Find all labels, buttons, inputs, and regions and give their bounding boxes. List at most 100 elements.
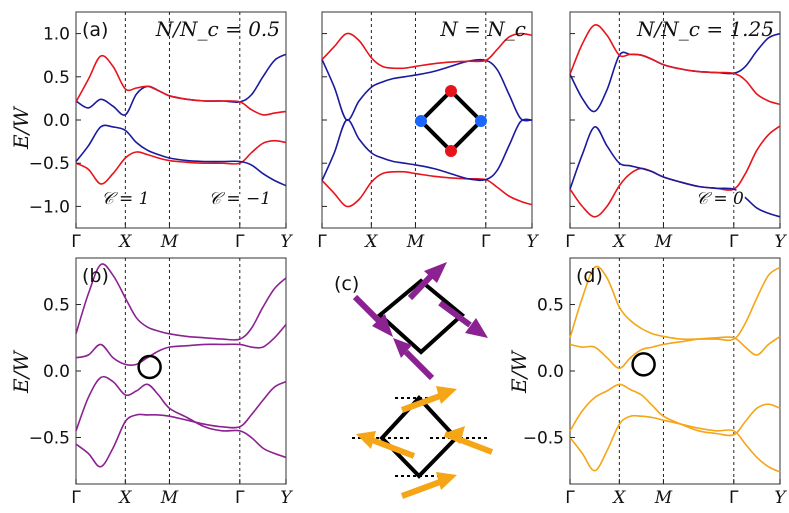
- series-band1: [569, 414, 781, 473]
- lattice-site-blue: [475, 115, 487, 127]
- x-tick-label: M: [160, 232, 179, 252]
- crossing-highlight-circle: [137, 354, 162, 380]
- x-tick-label: M: [406, 232, 425, 252]
- arrow-head: [372, 314, 393, 337]
- lattice-square: [418, 88, 484, 154]
- x-tick-label: X: [117, 232, 132, 252]
- spin-arrow: [352, 294, 383, 325]
- series-band4: [75, 54, 287, 116]
- series-band1: [321, 170, 533, 208]
- plot-frame: [569, 257, 781, 485]
- series-band4: [569, 265, 781, 342]
- panel-top-left: Γ X M Γ Y 1.0 0.5 0.0 −0.5 −1.0 (a) N/N_c = 0.5 𝒞 = …: [29, 11, 293, 252]
- y-tick-label: −0.5: [29, 428, 70, 448]
- x-tick-label: Γ: [71, 232, 81, 252]
- series-band3: [75, 53, 287, 116]
- series-band1: [75, 380, 287, 468]
- arrow-head: [424, 262, 447, 283]
- y-tick-label: 0.5: [43, 296, 70, 316]
- lattice-site-red: [445, 145, 457, 157]
- series-band1: [569, 125, 781, 218]
- inset-lattice: [415, 85, 487, 157]
- x-tick-label: M: [160, 488, 179, 508]
- series-band1: [75, 139, 287, 185]
- panel-bottom-right: Γ X M Γ Y 0.5 0.0 −0.5 (d): [523, 257, 787, 508]
- panel-label: (b): [82, 265, 109, 287]
- arrow-head: [445, 426, 465, 444]
- spin-arrow: [400, 479, 442, 499]
- panel-label: (a): [82, 19, 108, 41]
- plot-frame: [75, 257, 287, 485]
- x-tick-label: Γ: [71, 488, 81, 508]
- x-tick-label: Γ: [317, 232, 327, 252]
- x-tick-label: Γ: [481, 232, 491, 252]
- panel-top-right: Γ X M Γ Y N/N_c = 1.25 𝒞 = 0: [565, 11, 787, 252]
- spin-arrow: [438, 300, 472, 328]
- y-tick-label: 0.0: [43, 362, 70, 382]
- panel-label-c: (c): [334, 273, 359, 295]
- series-band3: [569, 335, 781, 370]
- x-tick-label: Γ: [729, 232, 739, 252]
- x-tick-label: Γ: [235, 488, 245, 508]
- series-band2: [569, 383, 781, 437]
- y-axis-label-bottom-left: E/W: [9, 350, 33, 394]
- arrow-head: [436, 472, 457, 490]
- y-tick-label: −0.5: [29, 154, 70, 174]
- y-axis-label-top: E/W: [9, 106, 33, 150]
- x-tick-label: X: [117, 488, 132, 508]
- series-band4: [569, 24, 781, 106]
- spin-arrow: [403, 349, 435, 381]
- crossing-highlight-circle: [631, 352, 656, 377]
- spin-arrow: [400, 393, 442, 413]
- x-tick-label: M: [654, 488, 673, 508]
- arrow-head: [356, 431, 376, 449]
- x-tick-label: Γ: [235, 232, 245, 252]
- panel-bottom-left: Γ X M Γ Y 0.5 0.0 −0.5 (b): [29, 257, 293, 508]
- x-tick-label: Y: [774, 232, 787, 252]
- chern-label: 𝒞 = 0: [696, 189, 744, 209]
- arrow-head: [465, 318, 488, 338]
- spin-arrow: [407, 273, 434, 301]
- x-tick-label: X: [363, 232, 378, 252]
- series-band4: [75, 263, 287, 341]
- chern-label: 𝒞 = −1: [209, 189, 272, 209]
- x-tick-label: M: [654, 232, 673, 252]
- x-tick-label: Γ: [565, 232, 575, 252]
- plot-frame: [321, 11, 533, 229]
- panel-c-schematic: (c): [334, 262, 494, 499]
- x-tick-label: X: [611, 488, 626, 508]
- plot-frame: [569, 11, 781, 229]
- lattice-square-top: [376, 278, 466, 355]
- spin-arrows-purple: [352, 262, 488, 381]
- panel-label: (d): [576, 265, 603, 287]
- series-band2: [321, 118, 533, 182]
- x-tick-label: Γ: [565, 488, 575, 508]
- y-tick-label: −1.0: [29, 197, 70, 217]
- x-tick-label: Y: [280, 232, 293, 252]
- arrow-head: [393, 338, 412, 358]
- spin-arrows-orange: [352, 386, 494, 499]
- annotation: N = N_c: [439, 17, 526, 41]
- y-tick-label: 0.5: [537, 296, 564, 316]
- x-tick-label: Y: [526, 232, 539, 252]
- annotation: N/N_c = 1.25: [636, 17, 774, 41]
- chern-label: 𝒞 = 1: [101, 189, 149, 209]
- panel-top-middle: Γ X M Γ Y N = N_c: [317, 11, 539, 252]
- series-band2: [569, 126, 781, 218]
- y-axis-label-bottom-right: E/W: [507, 350, 531, 394]
- lattice-site-blue: [415, 115, 427, 127]
- series-band3: [321, 58, 533, 122]
- y-tick-label: 0.5: [43, 68, 70, 88]
- x-tick-label: Γ: [729, 488, 739, 508]
- x-tick-label: Y: [774, 488, 787, 508]
- y-tick-label: 0.0: [537, 362, 564, 382]
- series-band3: [75, 323, 287, 367]
- series-band2: [75, 375, 287, 459]
- spin-arrow: [370, 437, 416, 459]
- series-band4: [321, 32, 533, 70]
- x-tick-label: X: [611, 232, 626, 252]
- annotation: N/N_c = 0.5: [155, 17, 280, 41]
- series-band2: [75, 124, 287, 187]
- lattice-site-red: [445, 85, 457, 97]
